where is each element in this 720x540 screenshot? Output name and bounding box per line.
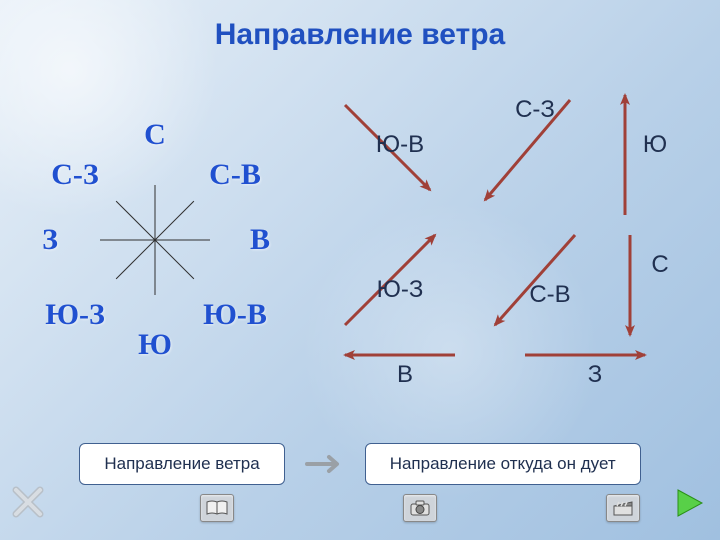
compass-label: З: [42, 223, 58, 257]
compass-rose: СС-ВВЮ-ВЮЮ-ЗЗС-З: [40, 120, 270, 350]
clapper-icon[interactable]: [606, 494, 640, 522]
compass-label: С: [144, 118, 166, 152]
arrow-label: З: [588, 361, 603, 389]
compass-label: Ю: [138, 328, 172, 362]
book-icon[interactable]: [200, 494, 234, 522]
icons-row: [200, 494, 640, 522]
play-icon[interactable]: [672, 486, 706, 520]
arrow-label: С-З: [515, 96, 555, 124]
arrow-between-icon: [305, 449, 345, 479]
camera-icon[interactable]: [403, 494, 437, 522]
box-direction: Направление ветра: [79, 443, 284, 485]
arrow-label: В: [397, 361, 413, 389]
arrow-label: С-В: [529, 281, 570, 309]
arrow-label: Ю-В: [376, 131, 424, 159]
compass-label: С-З: [51, 158, 99, 192]
compass-label: Ю-В: [203, 298, 267, 332]
compass-label: Ю-З: [45, 298, 105, 332]
arrow-label: С: [651, 251, 668, 279]
wind-arrows-area: Ю-В С-З Ю Ю-З С-В С В З: [300, 70, 700, 390]
compass-label: С-В: [209, 158, 261, 192]
box-from: Направление откуда он дует: [365, 443, 641, 485]
arrow-label: Ю-З: [377, 276, 424, 304]
compass-label: В: [250, 223, 270, 257]
arrow-label: Ю: [643, 131, 667, 159]
close-icon[interactable]: [12, 486, 44, 518]
bottom-boxes: Направление ветра Направление откуда он …: [0, 443, 720, 485]
page-title: Направление ветра: [0, 18, 720, 52]
